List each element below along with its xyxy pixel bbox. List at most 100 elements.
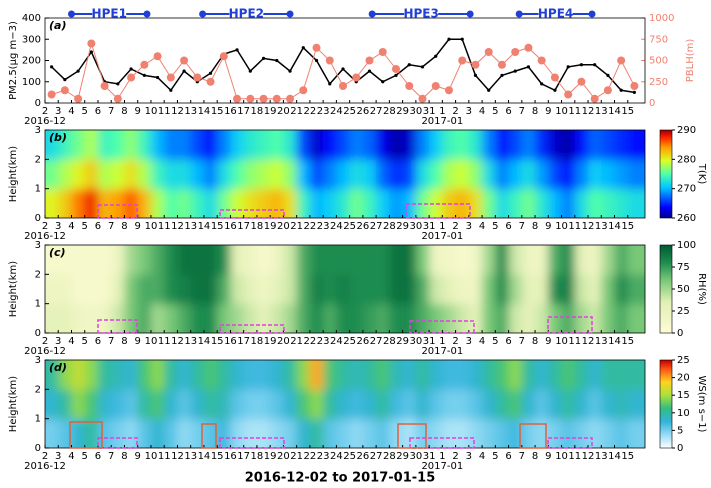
x-tick-label: 28 (383, 106, 396, 117)
heat-cell (45, 389, 59, 420)
box (405, 203, 471, 219)
heat-cell (588, 130, 602, 160)
x-tick-label: 27 (370, 106, 383, 117)
heat-cell (243, 130, 258, 160)
heat-cell (217, 130, 231, 160)
y2-tick-label: 500 (649, 56, 668, 67)
pblh-point (312, 43, 321, 52)
heat-cell (124, 188, 139, 218)
panel-label: (b) (49, 131, 67, 144)
heat-cell (468, 360, 483, 390)
heat-cell (336, 245, 351, 275)
x-tick-label: 19 (264, 336, 277, 347)
heat-cell (296, 303, 311, 333)
heat-cell (323, 159, 337, 190)
y-tick-label: 2 (35, 154, 41, 165)
heat-cell (588, 389, 602, 420)
pm-point (619, 88, 623, 92)
period-end (466, 10, 474, 18)
heat-cell (97, 245, 112, 275)
heat-cell (58, 303, 72, 333)
heat-cell (150, 245, 165, 275)
heat-cell (601, 274, 616, 305)
x-tick-label: 12 (582, 336, 595, 347)
heat-cell (627, 303, 645, 333)
box (219, 324, 285, 334)
pblh-point (299, 86, 308, 95)
heat-cell (415, 188, 430, 218)
heat-cell (150, 188, 165, 218)
x-tick-label: 13 (595, 106, 608, 117)
heat-cell (270, 389, 284, 420)
heat-cell (362, 245, 377, 275)
heat-cell (548, 130, 563, 160)
pblh-point (140, 60, 149, 69)
heat-cell (482, 159, 496, 190)
x-tick-label: 12 (171, 451, 184, 462)
pm-point (301, 46, 305, 50)
x-tick-label: 25 (343, 106, 356, 117)
heat-cell (256, 389, 271, 420)
heat-cell (508, 389, 523, 420)
x-tick-label: 10 (555, 221, 568, 232)
highlight-boxes (69, 203, 593, 449)
heat-cell (256, 188, 271, 218)
pblh-point (206, 77, 215, 86)
y2-tick-label: 250 (649, 77, 668, 88)
pm-point (513, 69, 517, 73)
heat-cell (124, 389, 139, 420)
x-tick-label: 2 (42, 336, 48, 347)
heat-cell (256, 159, 271, 190)
x-tick-label: 11 (568, 106, 581, 117)
heat-cell (468, 130, 483, 160)
heat-cell (588, 360, 602, 390)
pm-point (235, 48, 239, 52)
heat-cell (561, 303, 576, 333)
x-tick-label: 15 (621, 336, 634, 347)
x-tick-label: 10 (145, 336, 158, 347)
heat-cell (111, 303, 125, 333)
heat-cell (270, 159, 284, 190)
plot-frame (44, 359, 646, 449)
pm-point (76, 69, 80, 73)
x-tick-label: 18 (251, 451, 264, 462)
heat-cell (376, 245, 390, 275)
y2-tick-label: 0 (649, 98, 655, 109)
x-tick-label: 26 (357, 221, 370, 232)
heat-cell (309, 130, 324, 160)
heat-cell (614, 188, 629, 218)
heat-cell (442, 274, 457, 305)
heat-cell (429, 188, 443, 218)
x-tick-label: 24 (330, 221, 343, 232)
colorbar-tick-label: 20 (677, 373, 690, 384)
heat-cell (574, 188, 589, 218)
x-tick-label: 12 (171, 336, 184, 347)
heat-cell (111, 389, 125, 420)
heat-cell (309, 188, 324, 218)
x-tick-label: 22 (304, 336, 317, 347)
heat-cell (362, 360, 377, 390)
heat-cell (442, 159, 457, 190)
period-label: HPE1 (92, 7, 127, 21)
heat-cell (283, 360, 298, 390)
y2-tick-label: 1000 (649, 13, 674, 24)
heat-cell (349, 159, 364, 190)
colorbar-tick-label: 10 (677, 408, 690, 419)
heat-cell (111, 130, 125, 160)
colorbar-tick-label: 270 (677, 184, 696, 195)
heat-cell (309, 159, 324, 190)
heat-cell (283, 245, 298, 275)
heat-cell (84, 418, 99, 448)
heat-cell (601, 130, 616, 160)
pblh-point (617, 56, 626, 65)
heat-cell (164, 274, 178, 305)
heat-cell (535, 274, 549, 305)
box (97, 437, 138, 449)
y-tick-label: 3 (35, 355, 41, 366)
heat-cell (336, 303, 351, 333)
colorbar-tick-label: 5 (677, 425, 683, 436)
period-start (67, 10, 75, 18)
heat-cell (535, 245, 549, 275)
heat-cell (177, 159, 192, 190)
y-tick-label: 1 (35, 414, 41, 425)
